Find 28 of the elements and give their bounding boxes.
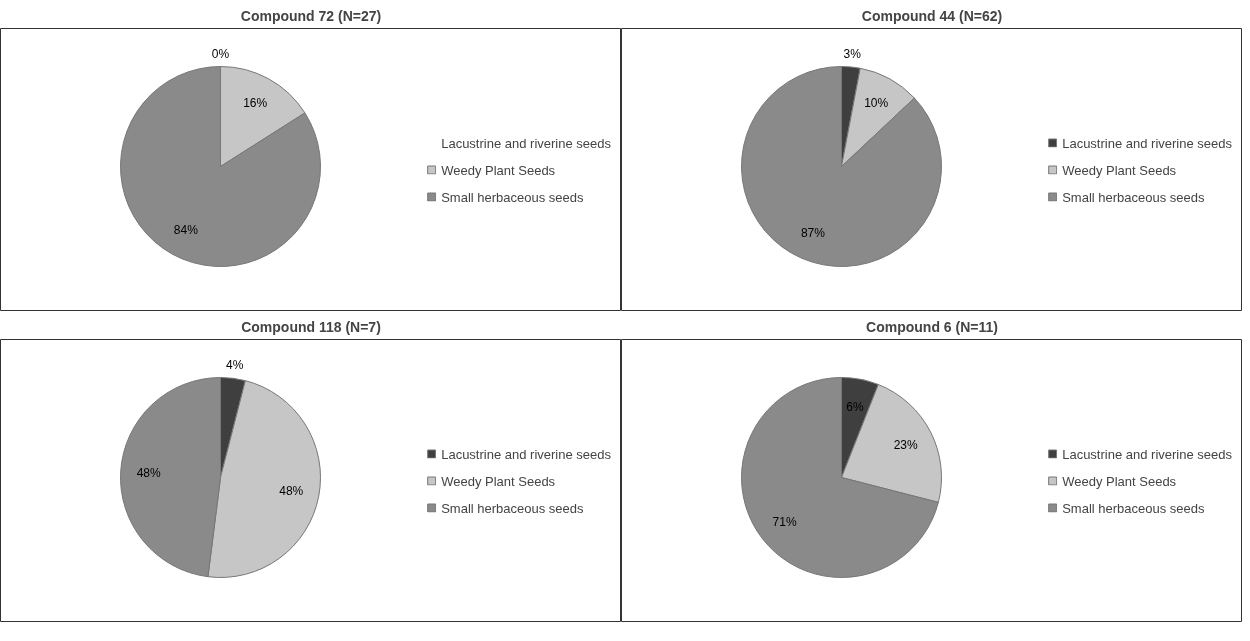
data-label: 71% xyxy=(772,514,797,529)
data-label: 16% xyxy=(243,96,268,111)
legend-label: Lacustrine and riverine seeds xyxy=(1062,135,1232,150)
legend-label: Small herbaceous seeds xyxy=(441,500,584,515)
data-label: 48% xyxy=(279,483,304,498)
legend-label: Weedy Plant Seeds xyxy=(441,162,556,177)
legend-label: Small herbaceous seeds xyxy=(441,189,584,204)
data-label: 48% xyxy=(136,465,161,480)
data-label: 84% xyxy=(173,222,199,237)
chart-title: Compound 72 (N=27) xyxy=(240,7,382,24)
data-label: 4% xyxy=(225,358,244,373)
data-label: 87% xyxy=(800,225,826,240)
legend-label: Weedy Plant Seeds xyxy=(1062,473,1177,488)
legend-label: Lacustrine and riverine seeds xyxy=(1062,446,1232,461)
legend-label: Small herbaceous seeds xyxy=(1062,189,1205,204)
data-label: 3% xyxy=(843,47,862,61)
data-label: 23% xyxy=(893,437,918,452)
chart-title: Compound 6 (N=11) xyxy=(866,318,998,335)
category-label: Lacustrine and riverine seeds xyxy=(441,135,611,150)
legend-label: Lacustrine and riverine seeds xyxy=(441,446,611,461)
text: 0% xyxy=(211,46,230,61)
data-label: 6% xyxy=(846,399,864,414)
legend-label: Weedy Plant Seeds xyxy=(441,473,556,488)
chart-title: Compound 118 (N=7) xyxy=(241,318,381,335)
data-label: 10% xyxy=(864,96,889,111)
legend-label: Small herbaceous seeds xyxy=(1062,500,1205,515)
chart-title: Compound 44 (N=62) xyxy=(861,7,1003,24)
legend-label: Weedy Plant Seeds xyxy=(1062,162,1177,177)
